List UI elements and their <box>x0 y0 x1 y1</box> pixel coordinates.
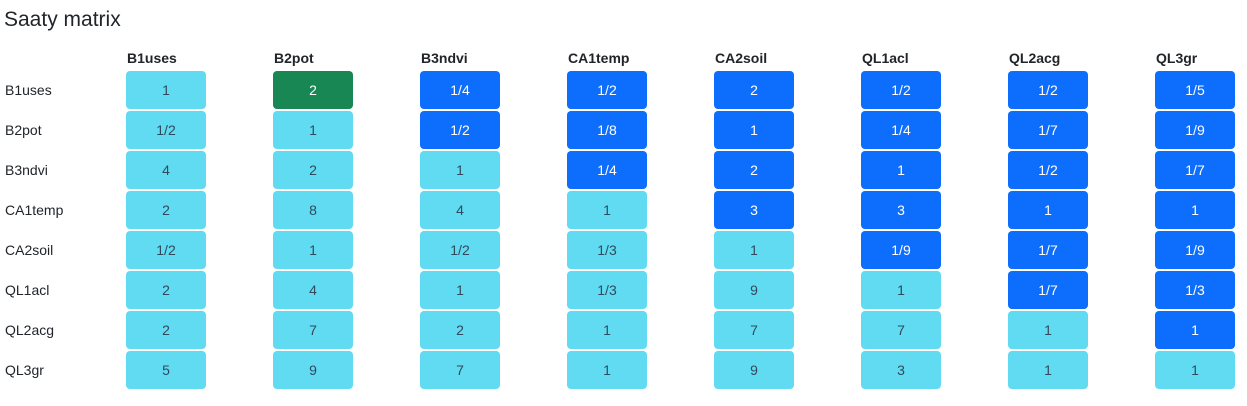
row-header-b1uses: B1uses <box>5 82 52 98</box>
matrix-cell-b1uses-ca1temp[interactable]: 1/2 <box>567 71 647 109</box>
matrix-cell-ca1temp-ql2acg[interactable]: 1 <box>1008 191 1088 229</box>
row-header-ca2soil: CA2soil <box>5 242 54 258</box>
column-header-b2pot: B2pot <box>274 50 314 66</box>
matrix-cell-ca1temp-b2pot[interactable]: 8 <box>273 191 353 229</box>
matrix-cell-b2pot-b1uses[interactable]: 1/2 <box>126 111 206 149</box>
matrix-cell-b1uses-b2pot[interactable]: 2 <box>273 71 353 109</box>
matrix-cell-ql1acl-ql1acl[interactable]: 1 <box>861 271 941 309</box>
matrix-cell-ql1acl-b3ndvi[interactable]: 1 <box>420 271 500 309</box>
matrix-cell-ca1temp-b1uses[interactable]: 2 <box>126 191 206 229</box>
matrix-cell-ql2acg-ql2acg[interactable]: 1 <box>1008 311 1088 349</box>
matrix-cell-ql1acl-b1uses[interactable]: 2 <box>126 271 206 309</box>
matrix-cell-ql2acg-b1uses[interactable]: 2 <box>126 311 206 349</box>
matrix-cell-ql3gr-b1uses[interactable]: 5 <box>126 351 206 389</box>
matrix-cell-b1uses-b3ndvi[interactable]: 1/4 <box>420 71 500 109</box>
matrix-cell-ql2acg-ql1acl[interactable]: 7 <box>861 311 941 349</box>
matrix-cell-ql3gr-b3ndvi[interactable]: 7 <box>420 351 500 389</box>
matrix-cell-b1uses-b1uses[interactable]: 1 <box>126 71 206 109</box>
matrix-cell-ql1acl-b2pot[interactable]: 4 <box>273 271 353 309</box>
matrix-cell-b2pot-ca2soil[interactable]: 1 <box>714 111 794 149</box>
matrix-cell-b2pot-ql1acl[interactable]: 1/4 <box>861 111 941 149</box>
matrix-cell-b3ndvi-ql2acg[interactable]: 1/2 <box>1008 151 1088 189</box>
matrix-cell-ca1temp-ql1acl[interactable]: 3 <box>861 191 941 229</box>
matrix-cell-b3ndvi-ca2soil[interactable]: 2 <box>714 151 794 189</box>
matrix-cell-ca1temp-ql3gr[interactable]: 1 <box>1155 191 1235 229</box>
column-header-b3ndvi: B3ndvi <box>421 50 468 66</box>
row-header-b3ndvi: B3ndvi <box>5 162 48 178</box>
matrix-cell-ql2acg-ca2soil[interactable]: 7 <box>714 311 794 349</box>
matrix-cell-b2pot-b2pot[interactable]: 1 <box>273 111 353 149</box>
matrix-cell-ql2acg-ca1temp[interactable]: 1 <box>567 311 647 349</box>
column-header-b1uses: B1uses <box>127 50 177 66</box>
matrix-cell-ql2acg-b2pot[interactable]: 7 <box>273 311 353 349</box>
matrix-cell-b2pot-ql2acg[interactable]: 1/7 <box>1008 111 1088 149</box>
matrix-cell-b2pot-ql3gr[interactable]: 1/9 <box>1155 111 1235 149</box>
matrix-cell-b2pot-b3ndvi[interactable]: 1/2 <box>420 111 500 149</box>
matrix-cell-ql2acg-ql3gr[interactable]: 1 <box>1155 311 1235 349</box>
matrix-cell-ql3gr-ql1acl[interactable]: 3 <box>861 351 941 389</box>
matrix-cell-b2pot-ca1temp[interactable]: 1/8 <box>567 111 647 149</box>
matrix-cell-ca2soil-ca2soil[interactable]: 1 <box>714 231 794 269</box>
matrix-cell-ql1acl-ca1temp[interactable]: 1/3 <box>567 271 647 309</box>
matrix-cell-ql1acl-ql3gr[interactable]: 1/3 <box>1155 271 1235 309</box>
row-header-ql3gr: QL3gr <box>5 362 44 378</box>
matrix-cell-ql1acl-ca2soil[interactable]: 9 <box>714 271 794 309</box>
matrix-cell-ca2soil-b3ndvi[interactable]: 1/2 <box>420 231 500 269</box>
matrix-cell-b1uses-ca2soil[interactable]: 2 <box>714 71 794 109</box>
column-header-ql3gr: QL3gr <box>1156 50 1198 66</box>
matrix-cell-ql3gr-ca1temp[interactable]: 1 <box>567 351 647 389</box>
matrix-cell-ql3gr-ca2soil[interactable]: 9 <box>714 351 794 389</box>
page-title: Saaty matrix <box>4 8 121 31</box>
matrix-cell-ql3gr-b2pot[interactable]: 9 <box>273 351 353 389</box>
matrix-cell-ca1temp-b3ndvi[interactable]: 4 <box>420 191 500 229</box>
matrix-cell-ca1temp-ca2soil[interactable]: 3 <box>714 191 794 229</box>
matrix-cell-b3ndvi-ql3gr[interactable]: 1/7 <box>1155 151 1235 189</box>
matrix-cell-b3ndvi-ql1acl[interactable]: 1 <box>861 151 941 189</box>
matrix-cell-ca2soil-ql2acg[interactable]: 1/7 <box>1008 231 1088 269</box>
column-header-ca2soil: CA2soil <box>715 50 768 66</box>
matrix-cell-ql1acl-ql2acg[interactable]: 1/7 <box>1008 271 1088 309</box>
matrix-cell-b3ndvi-ca1temp[interactable]: 1/4 <box>567 151 647 189</box>
matrix-cell-b3ndvi-b1uses[interactable]: 4 <box>126 151 206 189</box>
matrix-cell-b1uses-ql2acg[interactable]: 1/2 <box>1008 71 1088 109</box>
matrix-cell-ql3gr-ql2acg[interactable]: 1 <box>1008 351 1088 389</box>
row-header-ql2acg: QL2acg <box>5 322 55 338</box>
column-header-ca1temp: CA1temp <box>568 50 630 66</box>
matrix-cell-b1uses-ql3gr[interactable]: 1/5 <box>1155 71 1235 109</box>
row-header-ca1temp: CA1temp <box>5 202 64 218</box>
matrix-cell-ca2soil-b1uses[interactable]: 1/2 <box>126 231 206 269</box>
matrix-cell-ca1temp-ca1temp[interactable]: 1 <box>567 191 647 229</box>
row-header-ql1acl: QL1acl <box>5 282 50 298</box>
row-header-b2pot: B2pot <box>5 122 42 138</box>
matrix-cell-ca2soil-ca1temp[interactable]: 1/3 <box>567 231 647 269</box>
matrix-cell-b1uses-ql1acl[interactable]: 1/2 <box>861 71 941 109</box>
matrix-cell-b3ndvi-b3ndvi[interactable]: 1 <box>420 151 500 189</box>
column-header-ql2acg: QL2acg <box>1009 50 1061 66</box>
column-header-ql1acl: QL1acl <box>862 50 909 66</box>
matrix-cell-b3ndvi-b2pot[interactable]: 2 <box>273 151 353 189</box>
matrix-cell-ql2acg-b3ndvi[interactable]: 2 <box>420 311 500 349</box>
matrix-cell-ca2soil-ql3gr[interactable]: 1/9 <box>1155 231 1235 269</box>
matrix-cell-ca2soil-ql1acl[interactable]: 1/9 <box>861 231 941 269</box>
matrix-cell-ql3gr-ql3gr[interactable]: 1 <box>1155 351 1235 389</box>
matrix-cell-ca2soil-b2pot[interactable]: 1 <box>273 231 353 269</box>
